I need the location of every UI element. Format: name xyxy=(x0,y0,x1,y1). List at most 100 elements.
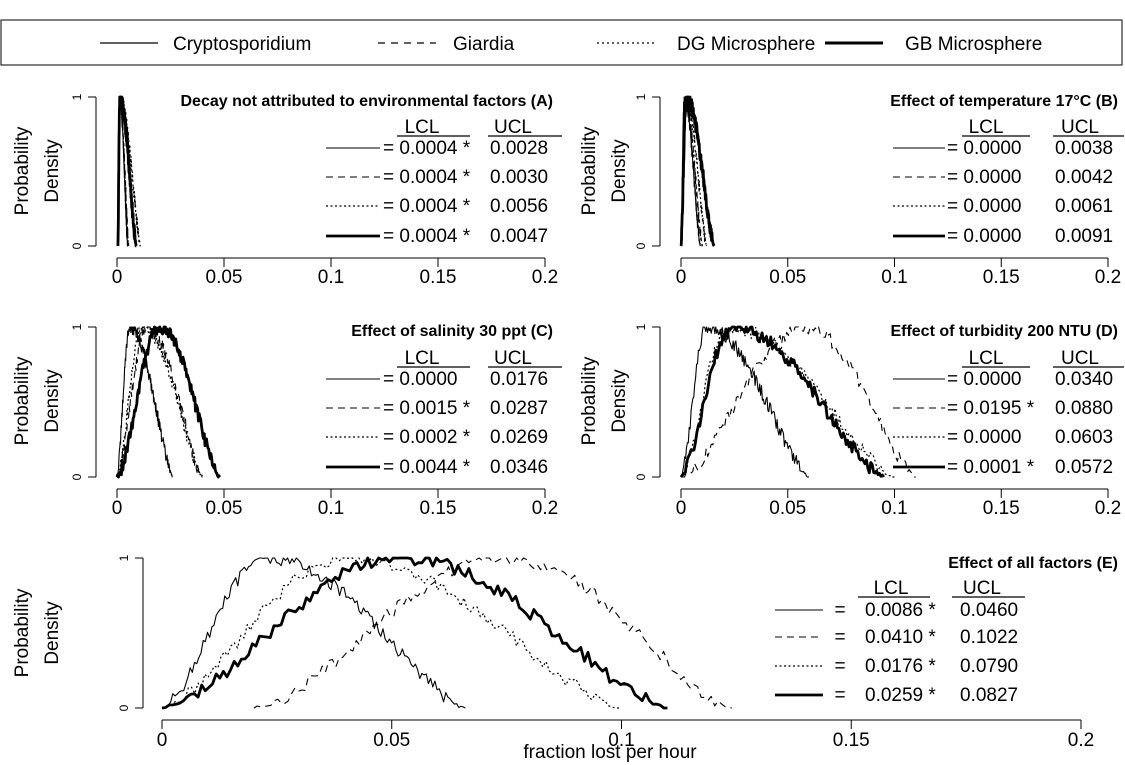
y-tick-label: 1 xyxy=(70,323,84,330)
table-equals: = xyxy=(834,627,845,648)
table-lcl-value: 0.0410 * xyxy=(865,627,936,648)
ylabel-line1-d: Probability xyxy=(579,356,600,445)
y-tick-label: 1 xyxy=(117,554,131,561)
ylabel-row-1-right: Probability xyxy=(579,126,600,215)
x-tick-label: 0.15 xyxy=(983,267,1020,288)
table-lcl-value: = 0.0000 xyxy=(947,369,1022,390)
table-lcl-value: = 0.0004 * xyxy=(383,196,471,217)
x-tick-label: 0.05 xyxy=(206,267,243,288)
x-tick-label: 0.15 xyxy=(983,498,1020,519)
table-ucl-value: 0.0460 xyxy=(960,600,1018,621)
lcl-header: LCL xyxy=(405,348,440,369)
x-tick-label: 0.05 xyxy=(769,267,806,288)
legend-label-cryptosporidium: Cryptosporidium xyxy=(173,34,311,55)
table-ucl-value: 0.0827 xyxy=(960,685,1018,706)
ylabel-line2-e: Density xyxy=(42,601,63,665)
legend-label-dg-microsphere: DG Microsphere xyxy=(677,34,815,55)
table-equals: = xyxy=(834,656,845,677)
table-lcl-value: = 0.0000 xyxy=(383,369,458,390)
table-equals: = xyxy=(834,600,845,621)
x-tick-label: 0 xyxy=(676,498,687,519)
ylabel-row-3: Probability xyxy=(12,588,33,677)
ylabel-line2-right: Density xyxy=(609,139,630,203)
ylabel-row-3-b: Density xyxy=(42,601,63,665)
x-tick-label: 0.2 xyxy=(1068,730,1094,751)
table-lcl-value: = 0.0000 xyxy=(947,226,1022,247)
table-lcl-value: = 0.0001 * xyxy=(947,457,1035,478)
legend-label-gb-microsphere: GB Microsphere xyxy=(905,34,1042,55)
x-tick-label: 0.2 xyxy=(532,267,558,288)
table-lcl-value: = 0.0000 xyxy=(947,196,1022,217)
ylabel-row-2: Probability xyxy=(12,356,33,445)
table-ucl-value: 0.0287 xyxy=(490,398,548,419)
ylabel-line1-e: Probability xyxy=(12,588,33,677)
lcl-header: LCL xyxy=(969,117,1004,138)
panel-e: Effect of all factors (E) 0 1 0 0.05 0.1 0.15 0… xyxy=(117,554,1118,751)
table-lcl-value: 0.0259 * xyxy=(865,685,936,706)
series-line-cryptosporidium xyxy=(680,326,810,478)
x-tick-label: 0 xyxy=(676,267,687,288)
series-line-gb-microsphere xyxy=(679,325,885,478)
table-equals: = xyxy=(834,685,845,706)
ucl-header: UCL xyxy=(963,578,1001,599)
x-tick-label: 0.2 xyxy=(532,498,558,519)
table-ucl-value: 0.0269 xyxy=(490,427,548,448)
table-ucl-value: 0.0042 xyxy=(1055,167,1113,188)
table-ucl-value: 0.1022 xyxy=(960,627,1018,648)
ucl-header: UCL xyxy=(1061,117,1099,138)
table-lcl-value: 0.0176 * xyxy=(865,656,936,677)
table-lcl-value: 0.0086 * xyxy=(865,600,936,621)
x-tick-label: 0.05 xyxy=(373,730,410,751)
lcl-header: LCL xyxy=(405,117,440,138)
x-tick-label: 0.1 xyxy=(318,498,344,519)
series-line-cryptosporidium xyxy=(162,557,466,709)
table-ucl-value: 0.0038 xyxy=(1055,138,1113,159)
series-line-giardia xyxy=(117,326,203,478)
table-lcl-value: = 0.0004 * xyxy=(383,226,471,247)
ylabel-line1: Probability xyxy=(12,126,33,215)
ylabel-line2-c: Density xyxy=(42,369,63,433)
ucl-header: UCL xyxy=(494,348,532,369)
y-tick-label: 0 xyxy=(117,704,131,711)
table-ucl-value: 0.0572 xyxy=(1055,457,1113,478)
y-tick-label: 0 xyxy=(634,242,648,249)
table-ucl-value: 0.0030 xyxy=(490,167,548,188)
y-tick-label: 1 xyxy=(634,93,648,100)
y-tick-label: 0 xyxy=(634,473,648,480)
table-lcl-value: = 0.0015 * xyxy=(383,398,471,419)
table-ucl-value: 0.0603 xyxy=(1055,427,1113,448)
table-ucl-value: 0.0061 xyxy=(1055,196,1113,217)
series-line-gb-microsphere xyxy=(161,556,668,710)
legend-box xyxy=(0,19,1123,66)
table-ucl-value: 0.0056 xyxy=(490,196,548,217)
series-line-giardia xyxy=(253,557,732,709)
panel-a: Decay not attributed to environmental fa… xyxy=(70,93,562,288)
panel-title: Effect of turbidity 200 NTU (D) xyxy=(890,323,1118,340)
panel-d: Effect of turbidity 200 NTU (D) 0 1 0 0.05 0.… xyxy=(634,323,1124,519)
legend: Cryptosporidium Giardia DG Microsphere G… xyxy=(0,19,1123,66)
x-axis-title: fraction lost per hour xyxy=(523,742,697,763)
table-lcl-value: = 0.0002 * xyxy=(383,427,471,448)
x-tick-label: 0.15 xyxy=(420,267,457,288)
series-line-giardia xyxy=(681,326,916,478)
lcl-header: LCL xyxy=(874,578,909,599)
ucl-header: UCL xyxy=(1061,348,1099,369)
panel-title: Effect of temperature 17°C (B) xyxy=(890,93,1118,110)
x-tick-label: 0.15 xyxy=(833,730,870,751)
table-lcl-value: = 0.0000 xyxy=(947,167,1022,188)
x-tick-label: 0.2 xyxy=(1095,498,1121,519)
panel-title: Effect of salinity 30 ppt (C) xyxy=(351,323,553,340)
x-tick-label: 0.05 xyxy=(769,498,806,519)
table-lcl-value: = 0.0004 * xyxy=(383,138,471,159)
x-tick-label: 0.05 xyxy=(206,498,243,519)
ylabel-row-2-right: Probability xyxy=(579,356,600,445)
ylabel-row-1: Probability xyxy=(12,126,33,215)
table-lcl-value: = 0.0004 * xyxy=(383,167,471,188)
x-tick-label: 0 xyxy=(157,730,168,751)
ylabel-row-2-b: Density xyxy=(42,369,63,433)
x-tick-label: 0.1 xyxy=(608,730,634,751)
ylabel-line1-c: Probability xyxy=(12,356,33,445)
y-tick-label: 1 xyxy=(70,93,84,100)
table-ucl-value: 0.0340 xyxy=(1055,369,1113,390)
series-line-dg-microsphere xyxy=(161,557,622,709)
